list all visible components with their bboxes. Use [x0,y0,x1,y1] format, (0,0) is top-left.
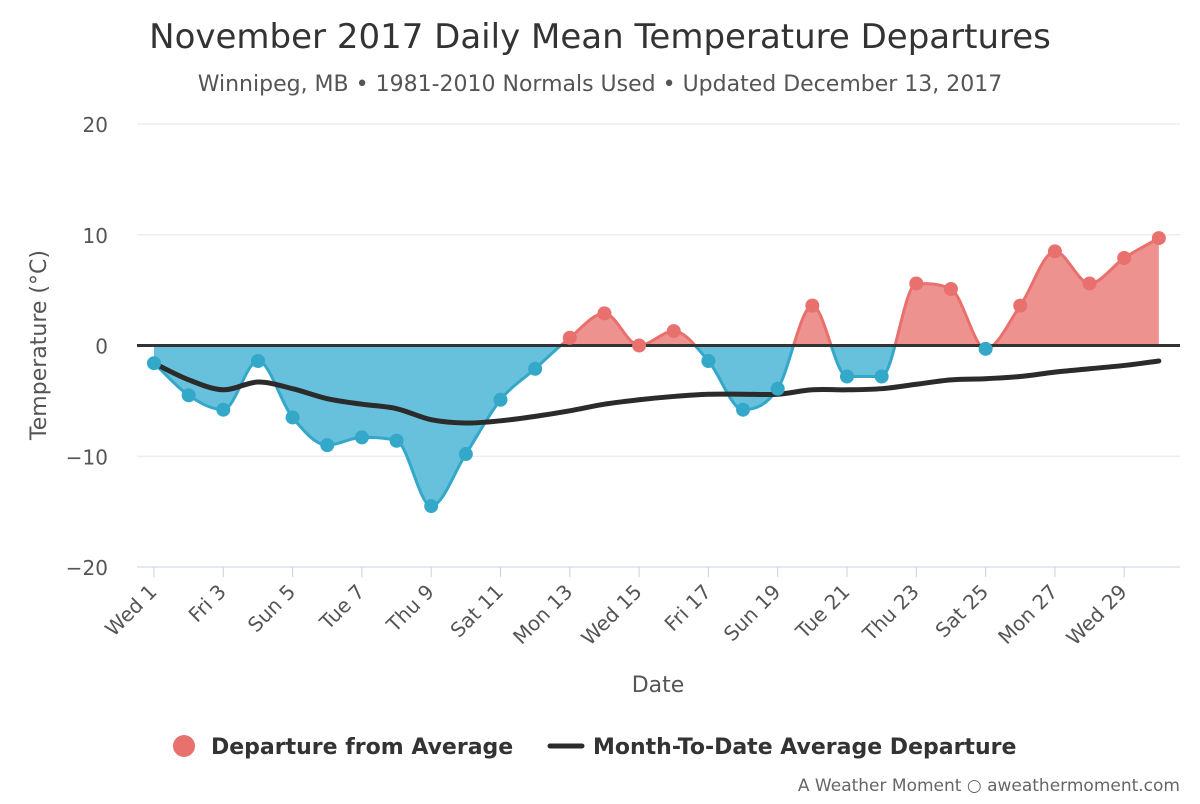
legend-item-average[interactable]: Month-To-Date Average Departure [547,735,1016,760]
departure-point[interactable] [528,361,543,376]
departure-point[interactable] [147,356,161,371]
departure-point[interactable] [805,298,820,313]
credit-text[interactable]: A Weather Moment ○ aweathermoment.com [798,776,1180,796]
departure-point[interactable] [943,282,958,297]
y-tick-label: −10 [66,445,108,469]
departure-point[interactable] [840,369,854,384]
chart-title: November 2017 Daily Mean Temperature Dep… [149,17,1051,57]
departure-point[interactable] [978,341,993,356]
x-tick-label: Tue 21 [790,580,854,644]
departure-point[interactable] [354,430,369,445]
y-tick-label: 20 [83,113,108,137]
y-axis-label: Temperature (°C) [27,250,52,441]
x-tick-label: Fri 17 [660,580,716,636]
departure-point[interactable] [250,354,265,369]
x-tick-label: Thu 9 [381,580,439,638]
positive-departure-line [558,236,1160,346]
y-tick-label: 10 [83,224,108,248]
legend-marker-departure [173,735,195,757]
departure-point[interactable] [701,354,716,369]
departure-point[interactable] [1047,244,1062,259]
x-axis-label: Date [632,673,685,698]
y-tick-label: 0 [95,335,108,359]
departure-point[interactable] [736,402,751,417]
departure-point[interactable] [216,402,231,417]
departure-point[interactable] [424,499,439,514]
x-tick-label: Wed 15 [576,580,646,650]
departure-point[interactable] [1082,276,1097,291]
departure-point[interactable] [285,410,300,425]
average-departure-line [151,358,1162,426]
x-tick-label: Sun 5 [243,580,300,637]
departure-area [152,236,1160,508]
departure-point[interactable] [909,276,924,291]
x-tick-label: Tue 7 [314,580,369,635]
x-axis-ticks: Wed 1 Fri 3 Sun 5 Tue 7 Thu 9 Sat 11 Mon 13Wed… [100,567,1132,650]
negative-departure-fill [154,345,1159,507]
x-tick-label: Fri 3 [184,580,231,627]
departure-point[interactable] [493,392,508,407]
x-tick-label: Wed 29 [1061,580,1131,650]
departure-point[interactable] [1117,251,1132,266]
chart-subtitle: Winnipeg, MB • 1981-2010 Normals Used • … [198,72,1003,97]
x-tick-label: Mon 27 [993,580,1062,649]
departure-point[interactable] [770,381,785,396]
legend-item-departure[interactable]: Departure from Average [173,735,513,760]
departure-point[interactable] [181,388,196,403]
legend: Departure from Average Month-To-Date Ave… [173,735,1016,760]
departure-point[interactable] [458,447,473,462]
positive-departure-fill [154,238,1159,346]
x-tick-label: Wed 1 [100,580,161,641]
departure-point[interactable] [666,324,681,339]
legend-label-departure: Departure from Average [211,735,513,760]
y-axis-ticks: −20 −10 0 10 20 [66,113,108,580]
departure-point[interactable] [597,306,612,321]
departure-point[interactable] [320,438,335,453]
departure-point[interactable] [1013,298,1028,313]
average-line [151,358,1162,426]
x-tick-label: Sat 11 [445,580,508,643]
gridlines [137,123,1180,568]
departure-point[interactable] [632,338,647,353]
y-tick-label: −20 [66,556,108,580]
departure-point[interactable] [389,433,404,448]
departure-point[interactable] [874,369,889,384]
departure-points [147,231,1166,514]
legend-label-average: Month-To-Date Average Departure [593,735,1016,760]
x-tick-label: Sat 25 [930,580,993,643]
x-tick-label: Sun 19 [719,580,785,646]
x-tick-label: Thu 23 [857,580,924,647]
departure-point[interactable] [562,330,577,345]
x-tick-label: Mon 13 [508,580,577,649]
departure-point[interactable] [1151,231,1166,246]
